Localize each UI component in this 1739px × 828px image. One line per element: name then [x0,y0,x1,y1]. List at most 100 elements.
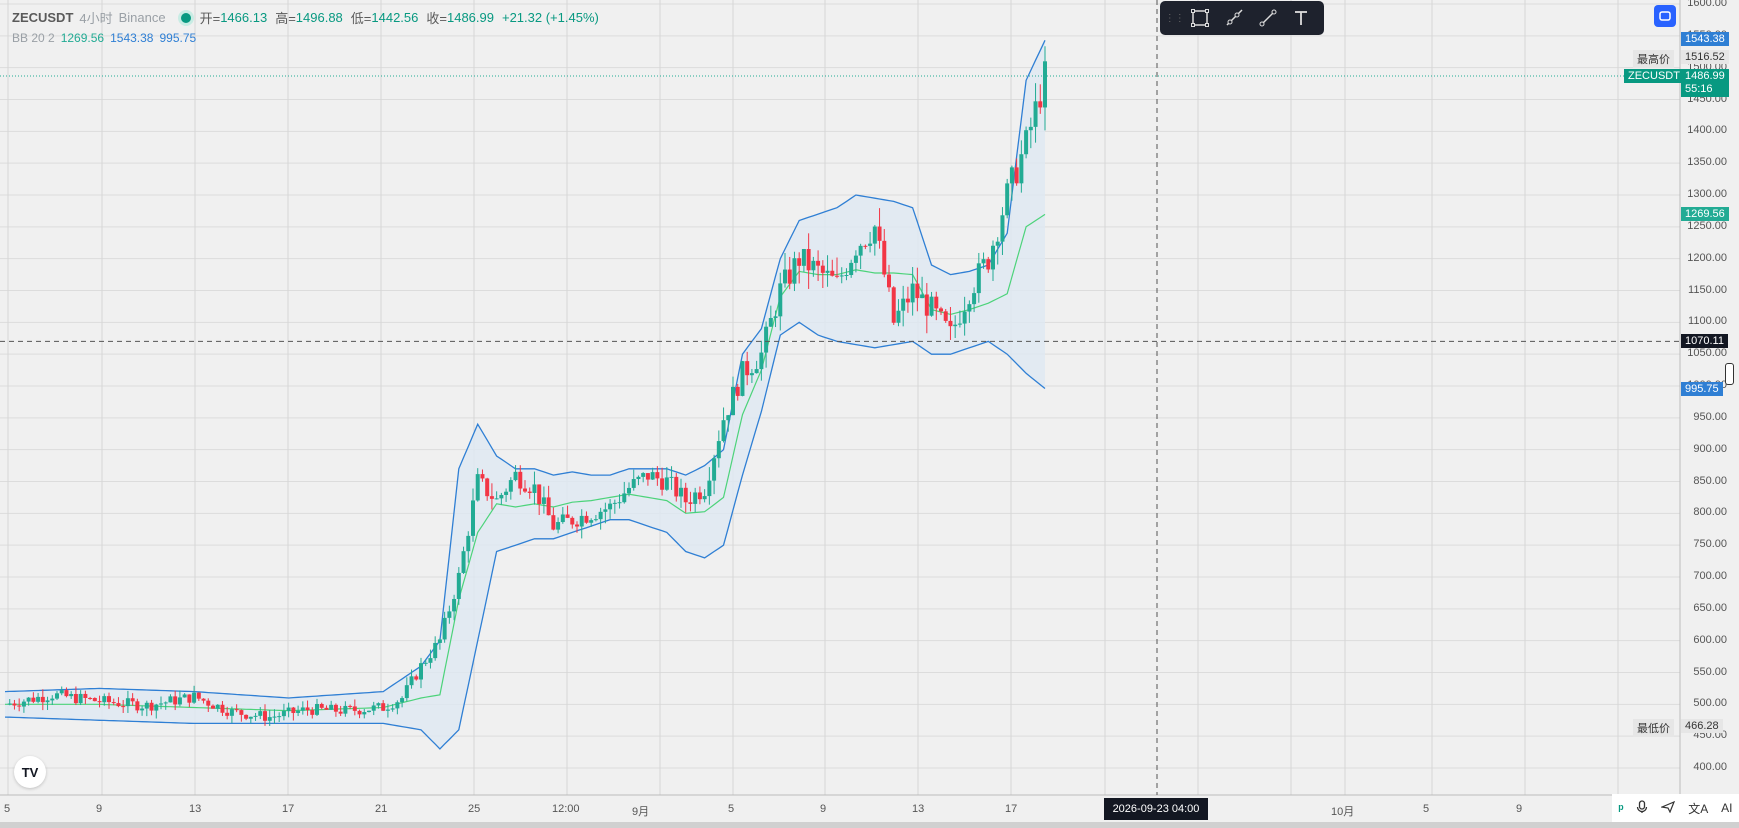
candle-body [456,572,461,599]
candle-body [211,705,215,709]
candle-body [40,696,45,703]
tv-icon[interactable]: ᵖ [1618,800,1624,816]
candle-body [26,697,31,702]
candle-body [121,706,126,708]
trendline-icon[interactable] [1255,5,1281,31]
candle-body [811,260,816,271]
text-icon[interactable] [1288,5,1314,31]
price-axis[interactable]: 1600.001550.001500.001450.001400.001350.… [1680,0,1739,795]
send-icon[interactable] [1660,800,1676,816]
candle-body [820,265,825,273]
bb-legend[interactable]: BB 20 2 1269.56 1543.38 995.75 [12,31,202,45]
candle-body [532,484,537,493]
candle-body [816,260,821,266]
price-tick-label: 1100.00 [1688,315,1727,328]
candle-body [499,494,504,499]
bb-lower-line [4,321,1046,750]
symbol-name[interactable]: ZECUSDT [12,10,74,25]
screen-toggle-icon[interactable] [1654,5,1676,27]
ray-icon[interactable] [1221,5,1247,31]
candle-body [853,255,858,263]
candle-body [787,269,792,284]
bb-upper-tag: 1543.38 [1681,32,1729,46]
crosshair-price-tag: 1070.11 [1681,334,1728,348]
candle-body [154,704,159,711]
open-label: 开= [199,11,221,26]
candle-body [556,522,561,530]
candle-body [177,697,182,705]
candle-body [494,498,499,500]
candle-body [669,476,674,478]
last-price-value: 1486.99 [1685,70,1725,82]
candle-body [589,520,594,523]
ai-icon[interactable]: AI [1721,801,1733,815]
candle-body [1038,101,1043,108]
price-scale-handle[interactable] [1725,363,1734,385]
interval-label[interactable]: 4小时 [79,11,113,26]
candle-body [773,316,778,318]
candle-body [1024,130,1029,155]
candle-body [518,471,523,489]
candle-body [1043,61,1047,108]
price-tick-label: 550.00 [1693,665,1727,678]
candle-body [149,702,154,711]
candle-body [107,696,111,703]
candle-body [1009,167,1014,184]
price-tick-label: 1350.00 [1687,156,1727,169]
time-tick-label: 9月 [632,806,650,818]
candle-body [735,386,740,396]
candle-body [390,708,395,710]
candle-body [125,698,130,707]
tradingview-logo[interactable]: TV [14,756,46,788]
rectangle-icon[interactable] [1187,5,1213,31]
open-value: 1466.13 [220,10,268,25]
change-value: +21.32 (+1.45%) [501,10,599,25]
candle-body [527,491,532,493]
candle-body [759,352,764,370]
bar-countdown: 55:16 [1685,83,1713,95]
candle-body [423,662,428,664]
price-tick-label: 600.00 [1693,633,1727,646]
translate-icon[interactable]: 文A [1688,801,1709,816]
bb-params[interactable]: BB 20 2 [12,31,55,45]
candle-body [702,496,707,500]
time-tick-label: 9 [96,803,103,815]
candle-body [437,639,442,643]
candle-body [329,704,334,710]
candle-body [36,696,41,702]
candle-body [697,492,702,500]
low-value: 1442.56 [371,10,419,25]
candle-body [712,458,717,481]
close-label: 收= [426,11,447,26]
time-tick-label: 17 [1005,803,1018,815]
time-tick-label: 9 [820,803,827,815]
time-tick-label: 5 [4,803,11,815]
candle-body [541,497,546,504]
candle-body [215,704,220,709]
candle-body [489,496,494,499]
candle-body [319,703,324,708]
drag-handle[interactable]: ⋮⋮ [1164,12,1185,24]
bb-basis-line [5,213,1046,712]
mic-icon[interactable] [1636,799,1648,817]
candle-body [376,703,381,706]
candle-body [1033,101,1038,127]
close-value: 1486.99 [446,10,494,25]
candle-body [248,716,253,719]
candle-body [1019,154,1024,184]
candle-body [452,598,457,612]
candle-body [650,472,655,480]
candle-body [140,708,145,711]
candle-body [579,515,584,527]
candle-body [688,502,693,504]
candle-body [1005,183,1010,216]
candle-body [622,493,627,503]
candle-body [967,304,972,312]
candle-body [182,694,187,698]
price-tick-label: 850.00 [1693,474,1727,487]
candle-body [778,283,783,317]
candle-body [731,386,735,416]
price-tick-label: 1300.00 [1687,188,1727,200]
